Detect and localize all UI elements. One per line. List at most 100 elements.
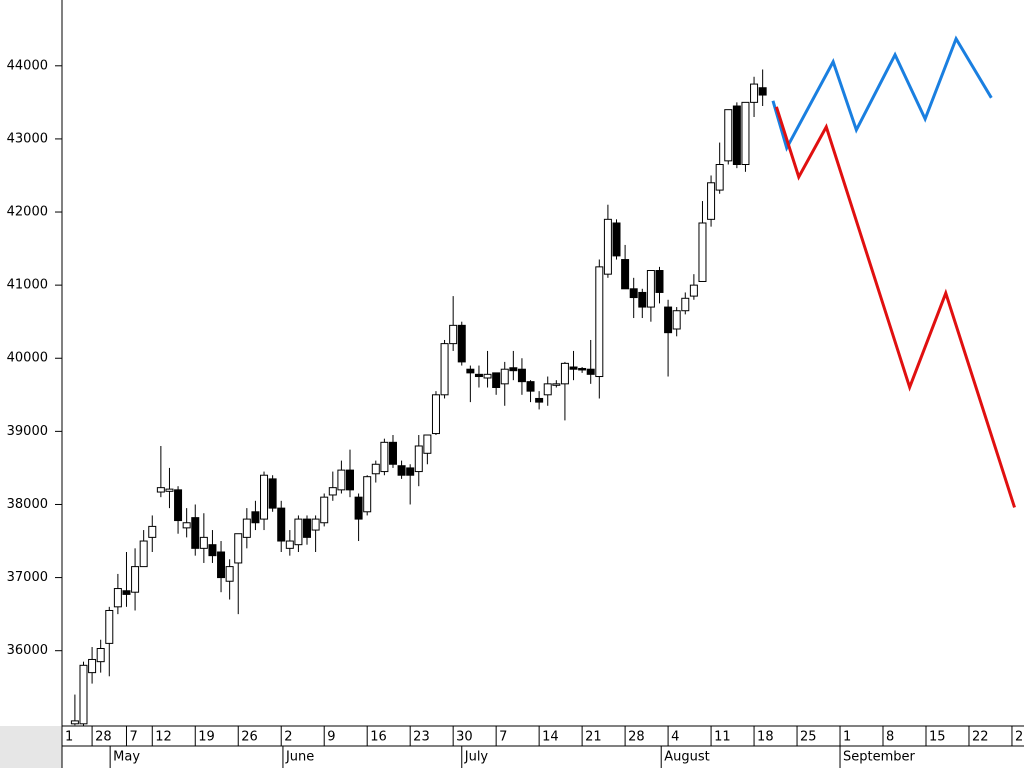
candle-body <box>664 306 673 334</box>
x-tick-label: 9 <box>327 730 335 745</box>
y-tick-label: 38000 <box>7 497 48 512</box>
candle-body <box>208 544 217 557</box>
candle-body <box>311 518 320 531</box>
candle-body <box>500 368 509 385</box>
candle-body <box>492 372 501 388</box>
candle-body <box>466 368 475 374</box>
candle-body <box>303 518 312 538</box>
candle-body <box>741 101 750 166</box>
candle-body <box>139 540 148 568</box>
candle-body <box>655 270 664 293</box>
candle-body <box>234 533 243 564</box>
candle-body <box>363 476 372 513</box>
candle-body <box>621 259 630 290</box>
x-tick-label: 4 <box>671 730 679 745</box>
candle-body <box>595 266 604 378</box>
x-tick-label: 12 <box>155 730 172 745</box>
candle-body <box>148 525 157 538</box>
candle-body <box>578 367 587 371</box>
candle-body <box>517 368 526 383</box>
y-tick-label: 36000 <box>7 643 48 658</box>
candle-body <box>732 105 741 166</box>
candle-body <box>70 720 79 725</box>
x-tick-label: 26 <box>241 730 258 745</box>
candle-body <box>629 288 638 299</box>
y-tick-label: 42000 <box>7 205 48 220</box>
y-tick-label: 43000 <box>7 131 48 146</box>
y-tick-label: 40000 <box>7 351 48 366</box>
candle-body <box>449 324 458 345</box>
candle-body <box>354 496 363 520</box>
candle-body <box>423 434 432 454</box>
candle-body <box>174 489 183 522</box>
candle-body <box>165 488 174 492</box>
corner <box>0 726 62 768</box>
x-tick-label: 28 <box>95 730 112 745</box>
candle-body <box>285 540 294 549</box>
month-label: July <box>464 750 489 765</box>
candle-body <box>681 297 690 312</box>
candle-body <box>672 310 681 330</box>
candle-body <box>105 609 114 644</box>
candle-body <box>750 83 759 103</box>
candle-body <box>242 518 251 538</box>
candle-body <box>397 465 406 476</box>
candle-body <box>388 441 397 465</box>
x-tick-label: 22 <box>972 730 989 745</box>
candle-body <box>268 478 277 509</box>
candle-body <box>345 469 354 491</box>
candle-body <box>320 496 329 524</box>
candle-body <box>707 182 716 220</box>
candle-body <box>96 648 105 663</box>
projection-line <box>771 35 993 152</box>
y-tick-label: 39000 <box>7 424 48 439</box>
candle-body <box>457 324 466 363</box>
x-tick-label: 8 <box>886 730 894 745</box>
candle-body <box>217 551 226 579</box>
x-tick-label: 7 <box>129 730 137 745</box>
month-label: May <box>113 750 140 765</box>
candle-body <box>612 222 621 257</box>
candle-body <box>380 441 389 473</box>
x-tick-label: 16 <box>370 730 387 745</box>
candle-body <box>543 383 552 396</box>
x-tick-label: 1 <box>65 730 73 745</box>
candle-body <box>294 518 303 546</box>
candle-body <box>88 658 97 674</box>
candle-body <box>328 487 337 496</box>
candle-body <box>431 394 440 435</box>
x-tick-label: 11 <box>714 730 731 745</box>
x-tick-label: 2 <box>284 730 292 745</box>
candle-body <box>560 362 569 385</box>
candle-body <box>586 368 595 375</box>
candle-body <box>260 474 269 520</box>
candle-body <box>131 566 140 593</box>
candle-body <box>638 291 647 308</box>
candle-body <box>337 469 346 491</box>
candle-body <box>526 381 535 392</box>
x-tick-label: 18 <box>757 730 774 745</box>
candle-body <box>277 507 286 542</box>
candle-body <box>603 218 612 275</box>
candle-body <box>122 590 131 595</box>
candle-body <box>724 109 733 162</box>
x-tick-label: 1 <box>843 730 851 745</box>
y-tick-label: 41000 <box>7 278 48 293</box>
y-tick-label: 44000 <box>7 58 48 73</box>
candle-body <box>483 373 492 379</box>
candle-body <box>191 517 200 549</box>
candle-body <box>569 366 578 370</box>
x-tick-label: 23 <box>413 730 430 745</box>
candle-body <box>689 284 698 297</box>
projection-line <box>774 106 1016 508</box>
candle-body <box>715 164 724 191</box>
month-label: September <box>843 750 916 765</box>
candle-body <box>225 566 234 582</box>
x-tick-label: 21 <box>585 730 602 745</box>
candle-body <box>535 397 544 403</box>
candle-body <box>182 522 191 529</box>
candle-body <box>371 463 380 475</box>
month-label: June <box>285 750 314 765</box>
candle-body <box>414 445 423 473</box>
